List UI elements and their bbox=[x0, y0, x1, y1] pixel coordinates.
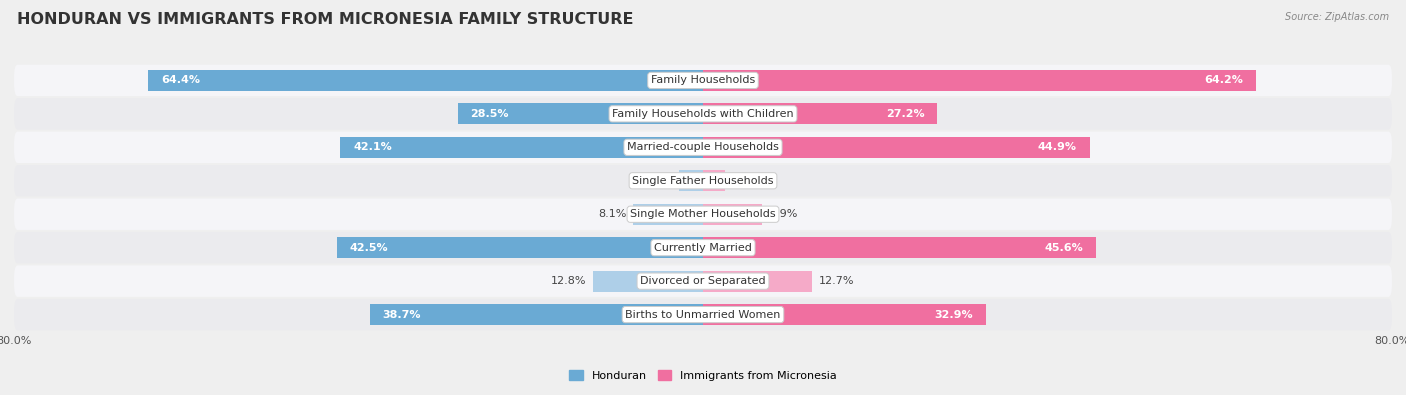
Text: 27.2%: 27.2% bbox=[886, 109, 924, 119]
Text: 28.5%: 28.5% bbox=[471, 109, 509, 119]
Bar bbox=[703, 204, 762, 225]
Bar bbox=[679, 170, 703, 191]
FancyBboxPatch shape bbox=[14, 232, 1392, 263]
Bar bbox=[457, 103, 703, 124]
Bar bbox=[703, 304, 987, 325]
Bar bbox=[337, 237, 703, 258]
Text: Currently Married: Currently Married bbox=[654, 243, 752, 253]
Text: 44.9%: 44.9% bbox=[1038, 142, 1077, 152]
FancyBboxPatch shape bbox=[14, 199, 1392, 230]
Text: 38.7%: 38.7% bbox=[382, 310, 422, 320]
Bar bbox=[703, 237, 1095, 258]
Text: 6.9%: 6.9% bbox=[769, 209, 797, 219]
Bar bbox=[593, 271, 703, 292]
Text: 12.7%: 12.7% bbox=[820, 276, 855, 286]
Text: Family Households: Family Households bbox=[651, 75, 755, 85]
Text: Single Mother Households: Single Mother Households bbox=[630, 209, 776, 219]
Bar bbox=[703, 170, 725, 191]
Text: 42.1%: 42.1% bbox=[353, 142, 392, 152]
Text: 32.9%: 32.9% bbox=[935, 310, 973, 320]
FancyBboxPatch shape bbox=[14, 98, 1392, 130]
FancyBboxPatch shape bbox=[14, 265, 1392, 297]
Text: Single Father Households: Single Father Households bbox=[633, 176, 773, 186]
Text: 42.5%: 42.5% bbox=[350, 243, 388, 253]
Text: Family Households with Children: Family Households with Children bbox=[612, 109, 794, 119]
Text: 80.0%: 80.0% bbox=[0, 337, 32, 346]
Text: Births to Unmarried Women: Births to Unmarried Women bbox=[626, 310, 780, 320]
Text: 8.1%: 8.1% bbox=[598, 209, 626, 219]
FancyBboxPatch shape bbox=[14, 65, 1392, 96]
Text: Source: ZipAtlas.com: Source: ZipAtlas.com bbox=[1285, 12, 1389, 22]
Legend: Honduran, Immigrants from Micronesia: Honduran, Immigrants from Micronesia bbox=[565, 366, 841, 386]
Bar bbox=[340, 137, 703, 158]
Text: 45.6%: 45.6% bbox=[1045, 243, 1083, 253]
FancyBboxPatch shape bbox=[14, 299, 1392, 330]
Text: 64.2%: 64.2% bbox=[1204, 75, 1243, 85]
Bar bbox=[703, 271, 813, 292]
Bar bbox=[149, 70, 703, 91]
FancyBboxPatch shape bbox=[14, 165, 1392, 196]
Bar bbox=[703, 137, 1090, 158]
Text: 80.0%: 80.0% bbox=[1374, 337, 1406, 346]
Text: 2.6%: 2.6% bbox=[733, 176, 761, 186]
Bar bbox=[703, 103, 938, 124]
Bar bbox=[370, 304, 703, 325]
Text: 12.8%: 12.8% bbox=[550, 276, 586, 286]
Bar bbox=[633, 204, 703, 225]
Text: Divorced or Separated: Divorced or Separated bbox=[640, 276, 766, 286]
Text: 64.4%: 64.4% bbox=[162, 75, 200, 85]
Text: Married-couple Households: Married-couple Households bbox=[627, 142, 779, 152]
Bar bbox=[703, 70, 1256, 91]
Text: HONDURAN VS IMMIGRANTS FROM MICRONESIA FAMILY STRUCTURE: HONDURAN VS IMMIGRANTS FROM MICRONESIA F… bbox=[17, 12, 633, 27]
FancyBboxPatch shape bbox=[14, 132, 1392, 163]
Text: 2.8%: 2.8% bbox=[644, 176, 672, 186]
